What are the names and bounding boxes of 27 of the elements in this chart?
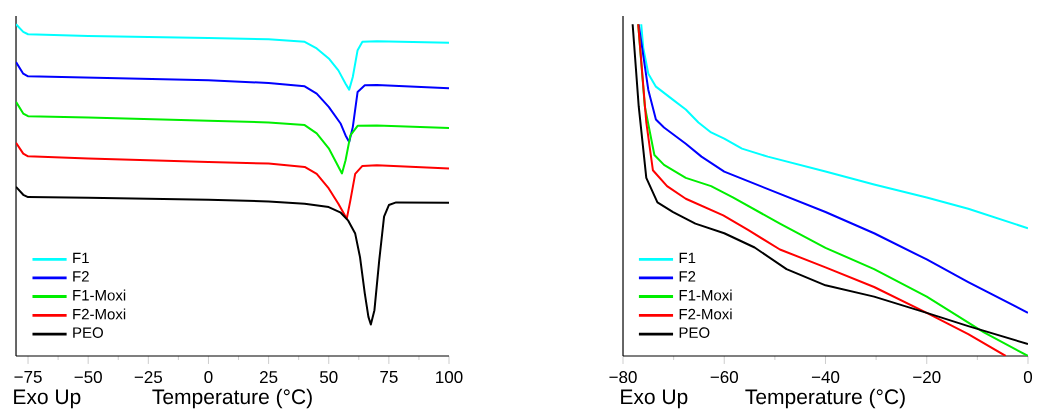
legend-label: F2-Moxi [73,308,126,320]
x-tick-label: −20 [913,371,941,384]
text: Exo Up [621,389,688,409]
x-tick-label: 0 [1023,371,1033,384]
legend-label: PEO [679,327,710,338]
legend-label: F1-Moxi [73,289,126,301]
x-tick-label: −25 [134,371,163,384]
x-tick-label: −75 [14,371,42,383]
text: Exo Up [14,389,81,409]
legend-label: F1 [679,252,696,264]
legend-label: F1-Moxi [679,289,732,301]
x-axis-title: Temperature (°C) [745,388,905,409]
x-tick-label: −60 [710,371,738,384]
x-tick-label: 100 [436,371,463,384]
x-tick-label: −50 [74,371,102,384]
x-tick-label: 50 [319,371,338,384]
x-tick-label: 25 [259,371,278,384]
legend-label: F2 [679,271,696,282]
legend-label: F2-Moxi [679,308,732,320]
legend-label: F1 [73,252,89,264]
legend-label: F2 [73,271,89,282]
x-tick-label: 75 [380,371,398,383]
x-tick-label: −40 [811,371,840,384]
x-axis-title: Temperature (°C) [152,388,312,409]
x-tick-label: 0 [204,371,213,384]
legend-label: PEO [73,327,103,338]
x-tick-label: −80 [609,371,637,384]
